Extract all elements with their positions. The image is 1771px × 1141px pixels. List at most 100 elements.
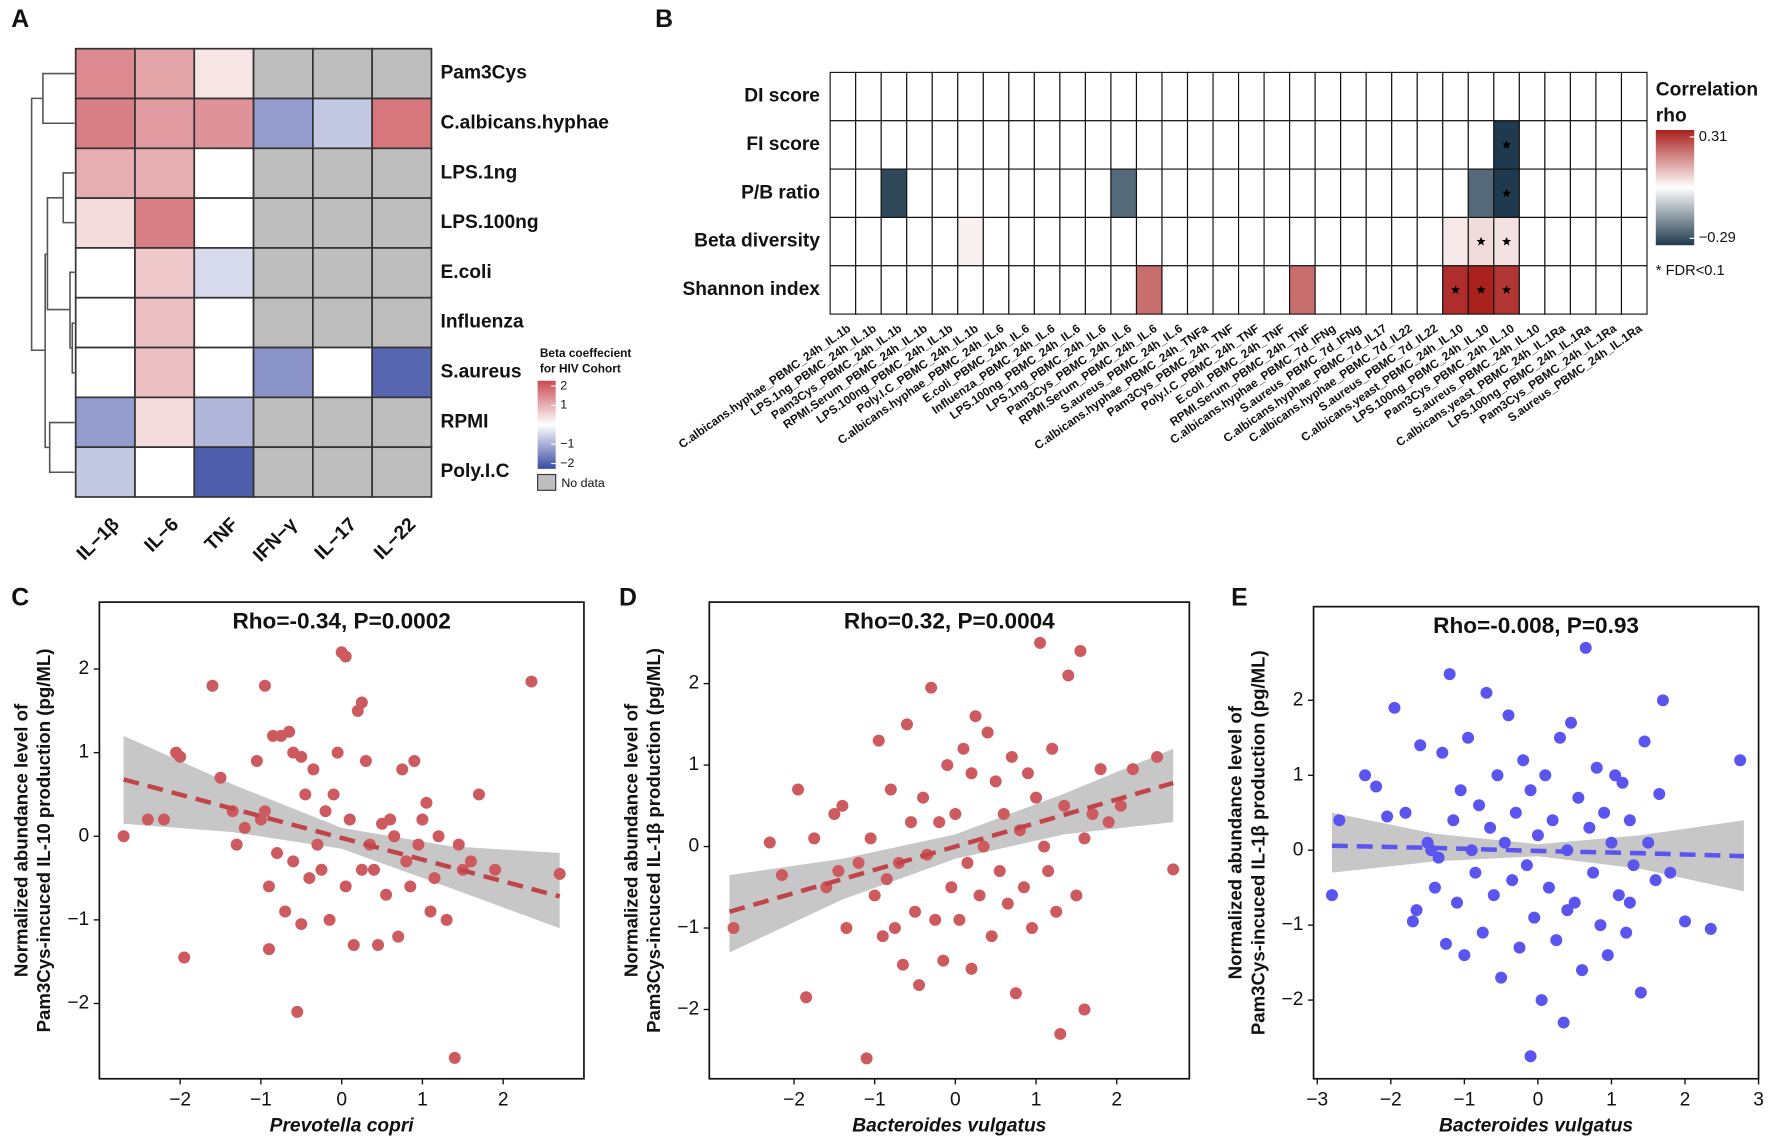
y-axis-label: Normalized abundance level of — [620, 703, 641, 977]
point — [279, 905, 292, 918]
heat-cell — [1416, 71, 1444, 122]
point — [1513, 941, 1526, 954]
point — [1528, 911, 1541, 924]
point — [1406, 915, 1419, 928]
heat-cell — [1365, 120, 1393, 170]
row-label: Beta diversity — [694, 231, 820, 252]
point — [937, 954, 950, 967]
point — [1038, 840, 1051, 853]
point — [1484, 821, 1497, 834]
point — [1495, 971, 1508, 984]
heat-cell — [1263, 168, 1291, 218]
heat-cell — [1467, 120, 1495, 170]
point — [981, 726, 994, 739]
point — [1546, 814, 1559, 827]
point — [945, 881, 958, 894]
y-axis-label: Pam3Cys-incuced IL-1β production (pg/ML) — [1247, 650, 1268, 1035]
point — [331, 746, 344, 759]
heat-cell — [134, 197, 196, 249]
heat-cell — [1289, 120, 1316, 170]
point — [1656, 694, 1669, 707]
colorbar-label: −2 — [560, 456, 574, 470]
plot-frame — [1312, 605, 1760, 1080]
heat-cell — [1518, 168, 1546, 218]
heat-cell — [312, 396, 374, 449]
heat-cell — [1442, 216, 1469, 267]
point — [909, 905, 922, 918]
heat-cell — [1391, 168, 1418, 218]
point — [1557, 1016, 1570, 1029]
heat-cell — [1314, 265, 1342, 315]
heat-cell — [1314, 120, 1342, 170]
point — [400, 855, 413, 868]
point — [291, 1005, 304, 1018]
y-tick-label: 2 — [688, 673, 699, 694]
x-tick-label: −2 — [169, 1089, 191, 1110]
heat-cell — [829, 71, 857, 122]
point — [404, 880, 417, 893]
heat-cell — [1059, 216, 1086, 267]
heat-cell — [1186, 216, 1214, 267]
point — [206, 679, 219, 692]
heat-cell — [1238, 71, 1265, 122]
heat-cell — [1391, 120, 1418, 170]
point — [925, 681, 938, 694]
plot-title: Rho=-0.008, P=0.93 — [1433, 613, 1639, 638]
heat-cell — [1391, 265, 1418, 315]
point — [1487, 889, 1500, 902]
heat-cell — [1569, 216, 1597, 267]
heat-cell — [252, 97, 314, 150]
x-tick-label: 1 — [1606, 1089, 1617, 1110]
heat-cell — [1110, 216, 1138, 267]
point — [1451, 896, 1463, 909]
point — [961, 856, 974, 869]
heat-cell — [855, 265, 882, 315]
x-tick-label: 2 — [1680, 1089, 1691, 1110]
heat-cell — [982, 120, 1010, 170]
point — [271, 846, 284, 859]
heat-cell — [1467, 168, 1495, 218]
point — [412, 838, 425, 851]
point — [1473, 799, 1486, 812]
confidence-band — [729, 748, 1174, 953]
heat-cell — [982, 168, 1010, 218]
heat-cell — [193, 346, 255, 399]
heat-cell — [906, 265, 933, 315]
heat-cell — [1544, 120, 1571, 170]
point — [868, 889, 881, 902]
point — [1458, 949, 1471, 962]
heat-cell — [855, 216, 882, 267]
heat-cell — [1544, 216, 1571, 267]
point — [287, 855, 300, 868]
point — [872, 734, 885, 747]
heat-cell — [1033, 265, 1061, 315]
legend-title: Beta coeffecient — [540, 346, 632, 360]
y-tick-label: 0 — [1293, 839, 1304, 860]
heat-cell — [1442, 120, 1469, 170]
point — [262, 880, 275, 893]
point — [1005, 750, 1018, 763]
point — [1502, 709, 1515, 722]
row-label: Influenza — [440, 312, 523, 333]
heat-cell — [371, 147, 433, 199]
point — [315, 863, 328, 876]
heat-cell — [74, 396, 136, 449]
colorbar — [1655, 130, 1695, 246]
heat-cell — [1314, 168, 1342, 218]
point — [1151, 750, 1164, 763]
point — [1598, 806, 1611, 819]
heat-cell — [1059, 71, 1086, 122]
point — [993, 865, 1006, 877]
panel-letter: B — [655, 6, 673, 33]
point — [876, 930, 889, 943]
heat-cell — [193, 97, 255, 150]
point — [989, 775, 1002, 788]
heat-cell — [1059, 265, 1086, 315]
point — [1531, 829, 1544, 842]
heat-cell — [1135, 71, 1163, 122]
row-label: DI score — [744, 86, 820, 107]
point — [884, 783, 897, 796]
legend-title: Correlation — [1656, 80, 1758, 101]
point — [1576, 964, 1589, 977]
point — [941, 759, 954, 772]
